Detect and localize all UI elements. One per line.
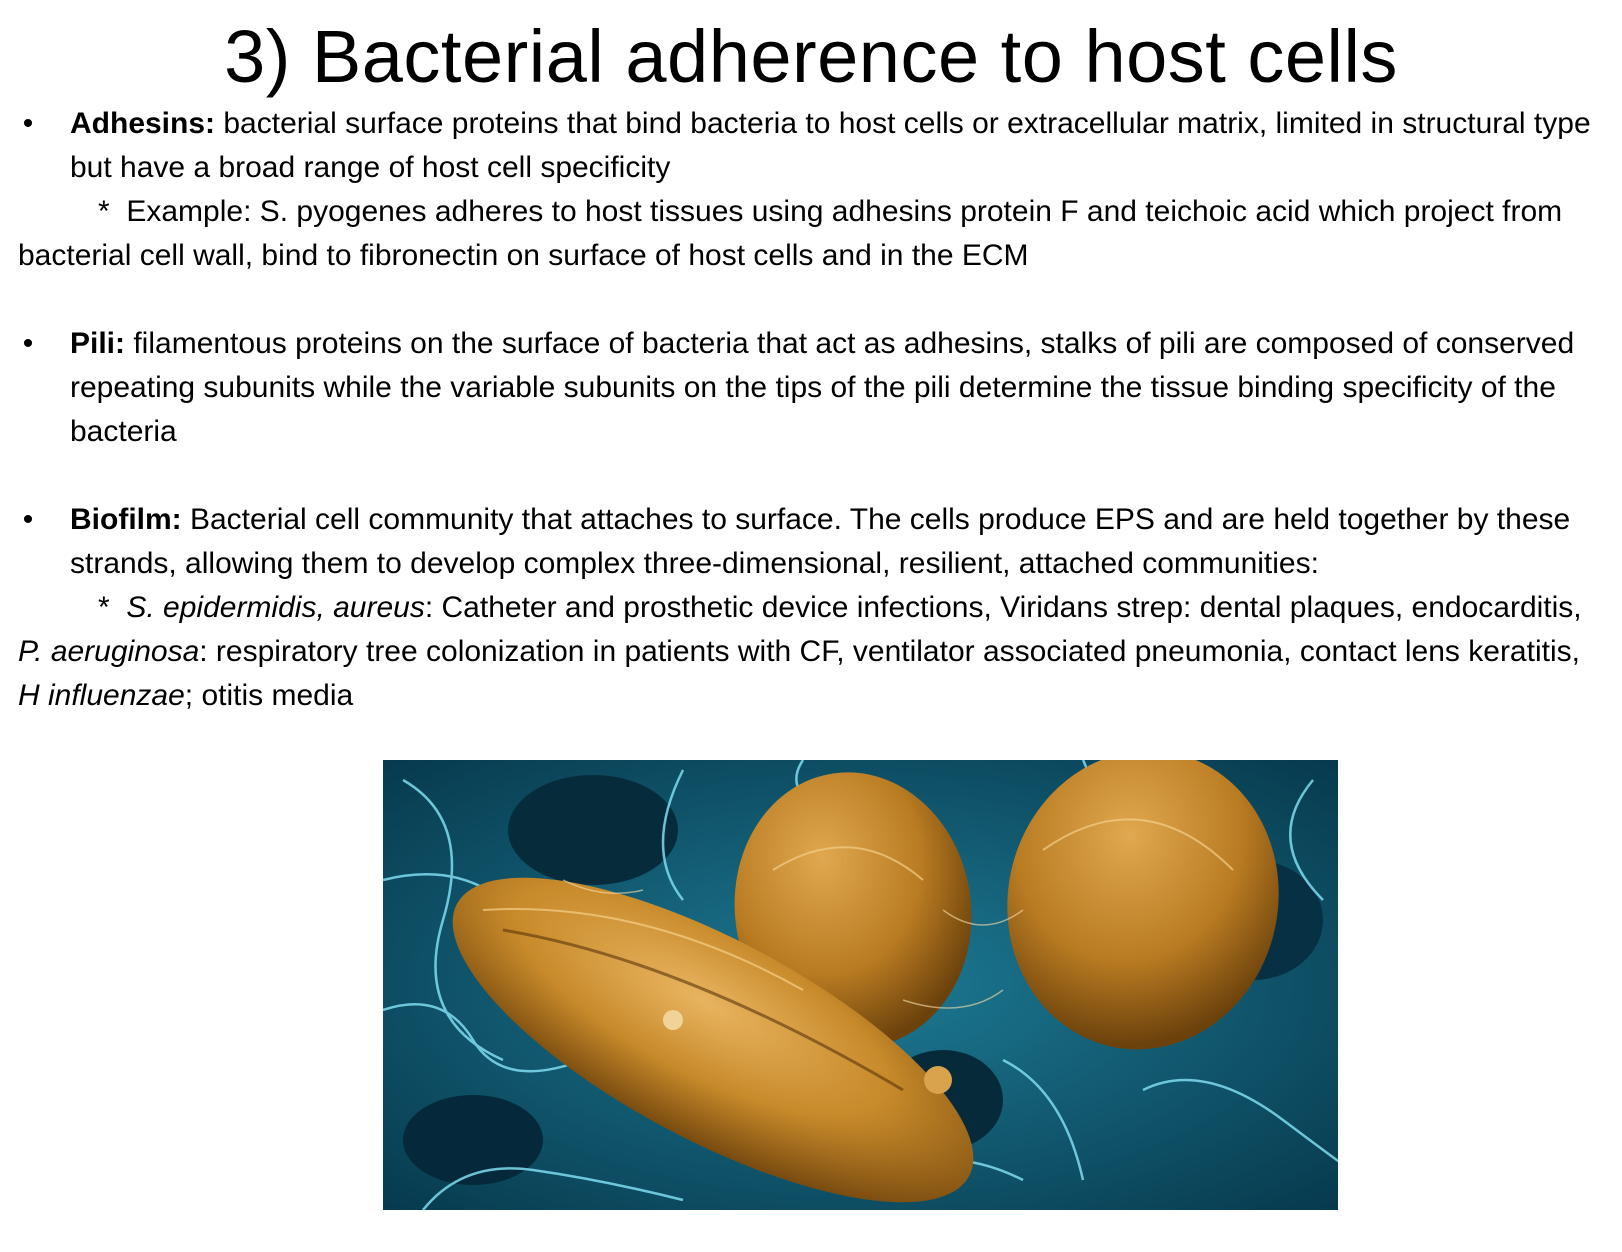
bullet-dot: •: [22, 327, 34, 360]
spacer: [18, 454, 1608, 498]
biofilm-example-text-3: ; otitis media: [184, 679, 354, 712]
adhesins-example-text: Example: S. pyogenes adheres to host tis…: [18, 195, 1563, 272]
bullet-adhesins: • Adhesins: bacterial surface proteins t…: [18, 102, 1608, 190]
bullet-pili: • Pili: filamentous proteins on the surf…: [18, 322, 1608, 454]
organism-staph: S. epidermidis, aureus: [126, 591, 425, 624]
adhesins-text: bacterial surface proteins that bind bac…: [70, 107, 1591, 184]
biofilm-example-text-2: : respiratory tree colonization in patie…: [199, 635, 1580, 668]
slide-title: 3) Bacterial adherence to host cells: [224, 15, 1398, 98]
pili-text: filamentous proteins on the surface of b…: [70, 327, 1575, 448]
bacteria-micrograph-image: [383, 760, 1338, 1210]
sub-marker: *: [98, 591, 110, 624]
bullet-dot: •: [22, 107, 34, 140]
spacer: [18, 278, 1608, 322]
bullet-dot: •: [22, 503, 34, 536]
adhesins-example: * Example: S. pyogenes adheres to host t…: [18, 190, 1608, 278]
bacterium-2: [1007, 760, 1279, 1050]
sub-marker: *: [98, 195, 110, 228]
eps-strands: [562, 879, 1024, 1009]
bacterium-3: [452, 877, 974, 1203]
biofilm-example: * S. epidermidis, aureus: Catheter and p…: [18, 586, 1608, 718]
slide-body: • Adhesins: bacterial surface proteins t…: [18, 102, 1608, 718]
biofilm-example-text-1: : Catheter and prosthetic device infecti…: [424, 591, 1582, 624]
biofilm-term: Biofilm:: [70, 503, 182, 536]
adhesins-term: Adhesins:: [70, 107, 216, 140]
pili-term: Pili:: [70, 327, 126, 360]
biofilm-text: Bacterial cell community that attaches t…: [70, 503, 1571, 580]
bullet-biofilm: • Biofilm: Bacterial cell community that…: [18, 498, 1608, 586]
organism-haemophilus: H influenzae: [18, 679, 185, 712]
organism-pseudomonas: P. aeruginosa: [18, 635, 200, 668]
